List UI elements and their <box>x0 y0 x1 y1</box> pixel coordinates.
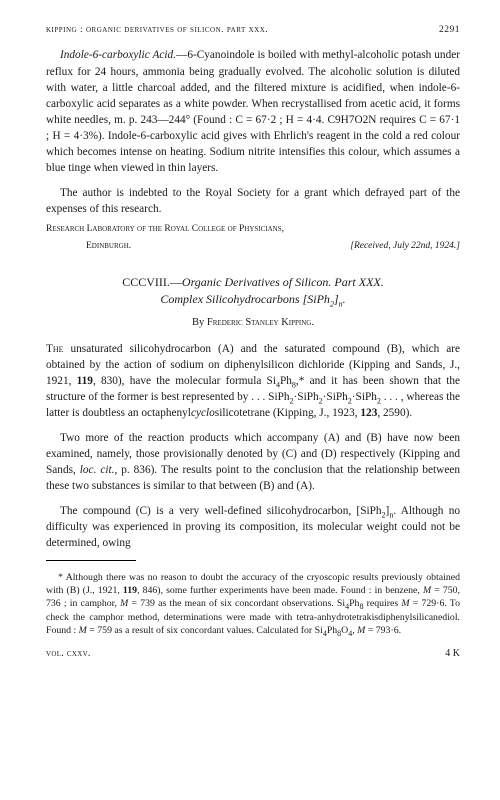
byline: By Frederic Stanley Kipping. <box>46 316 460 331</box>
article-title-block: CCCVIII.—Organic Derivatives of Silicon.… <box>46 274 460 308</box>
author-name: Frederic Stanley Kipping. <box>207 317 314 328</box>
body-para-3: The compound (C) is a very well-defined … <box>46 503 460 551</box>
body-para-2: Two more of the reaction products which … <box>46 430 460 494</box>
affiliation-line1: Research Laboratory of the Royal College… <box>46 223 284 236</box>
article-title-line1: Organic Derivatives of Silicon. Part XXX… <box>182 275 384 289</box>
by-label: By <box>192 317 207 328</box>
footnote: * Although there was no reason to doubt … <box>46 571 460 637</box>
running-head-text: kipping : organic derivatives of silicon… <box>46 24 268 37</box>
volume-label: vol. cxxv. <box>46 647 91 661</box>
indole-acid-paragraph: Indole-6-carboxylic Acid.—6-Cyanoindole … <box>46 47 460 175</box>
body-para-3-text: The compound (C) is a very well-defined … <box>46 505 460 549</box>
page-number: 2291 <box>439 24 460 37</box>
page-footer: vol. cxxv. 4 K <box>46 647 460 661</box>
body-para-1-text: unsaturated silicohydrocarbon (A) and th… <box>46 343 460 419</box>
body-para-1: The unsaturated silicohydrocarbon (A) an… <box>46 341 460 421</box>
journal-page: kipping : organic derivatives of silicon… <box>0 0 500 681</box>
body-para-2-text: Two more of the reaction products which … <box>46 432 460 492</box>
lead-word: The <box>46 343 64 355</box>
para-body: —6-Cyanoindole is boiled with methyl-alc… <box>46 49 460 173</box>
footnote-rule <box>46 560 136 561</box>
footnote-text: * Although there was no reason to doubt … <box>46 572 460 636</box>
article-number: CCCVIII.— <box>122 275 182 289</box>
affiliation-block-2: Edinburgh. [Received, July 22nd, 1924.] <box>46 240 460 253</box>
article-title-line2: Complex Silicohydrocarbons [SiPh2]n. <box>160 292 345 306</box>
signature-mark: 4 K <box>445 647 460 661</box>
running-head: kipping : organic derivatives of silicon… <box>46 24 460 37</box>
received-date: [Received, July 22nd, 1924.] <box>350 240 460 253</box>
inline-title: Indole-6-carboxylic Acid. <box>60 49 176 61</box>
acknowledgement: The author is indebted to the Royal Soci… <box>46 185 460 217</box>
affiliation-block: Research Laboratory of the Royal College… <box>46 223 460 236</box>
affiliation-line2: Edinburgh. <box>86 240 131 253</box>
